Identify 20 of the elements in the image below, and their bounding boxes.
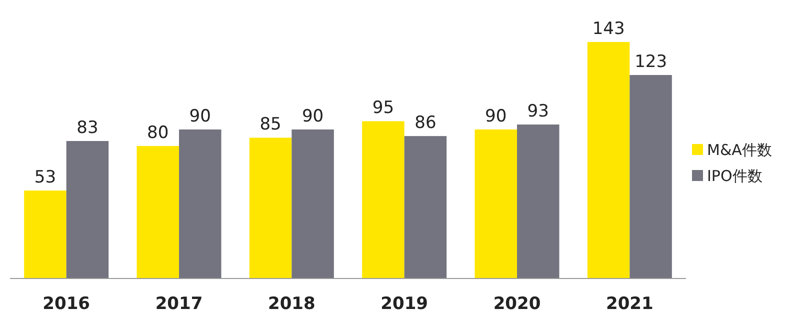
data-label: 90 bbox=[302, 106, 324, 126]
data-label: 53 bbox=[34, 168, 56, 188]
data-label: 90 bbox=[485, 106, 507, 126]
legend-label: M&A件数 bbox=[707, 141, 772, 159]
data-label: 95 bbox=[372, 98, 394, 118]
x-tick-label: 2019 bbox=[380, 294, 428, 314]
data-label: 86 bbox=[414, 113, 436, 134]
data-label: 123 bbox=[634, 52, 668, 72]
x-tick-label: 2018 bbox=[268, 294, 316, 314]
x-tick-label: 2016 bbox=[42, 294, 90, 314]
x-tick-label: 2020 bbox=[493, 294, 541, 314]
data-label: 80 bbox=[147, 122, 169, 143]
data-label: 143 bbox=[592, 19, 625, 39]
data-label: 85 bbox=[260, 114, 282, 135]
x-tick-label: 2021 bbox=[606, 294, 654, 314]
legend-label: IPO件数 bbox=[707, 167, 762, 185]
data-label: 93 bbox=[527, 102, 549, 122]
data-label: 83 bbox=[76, 118, 98, 138]
data-label: 90 bbox=[189, 106, 211, 126]
x-tick-label: 2017 bbox=[155, 294, 203, 314]
